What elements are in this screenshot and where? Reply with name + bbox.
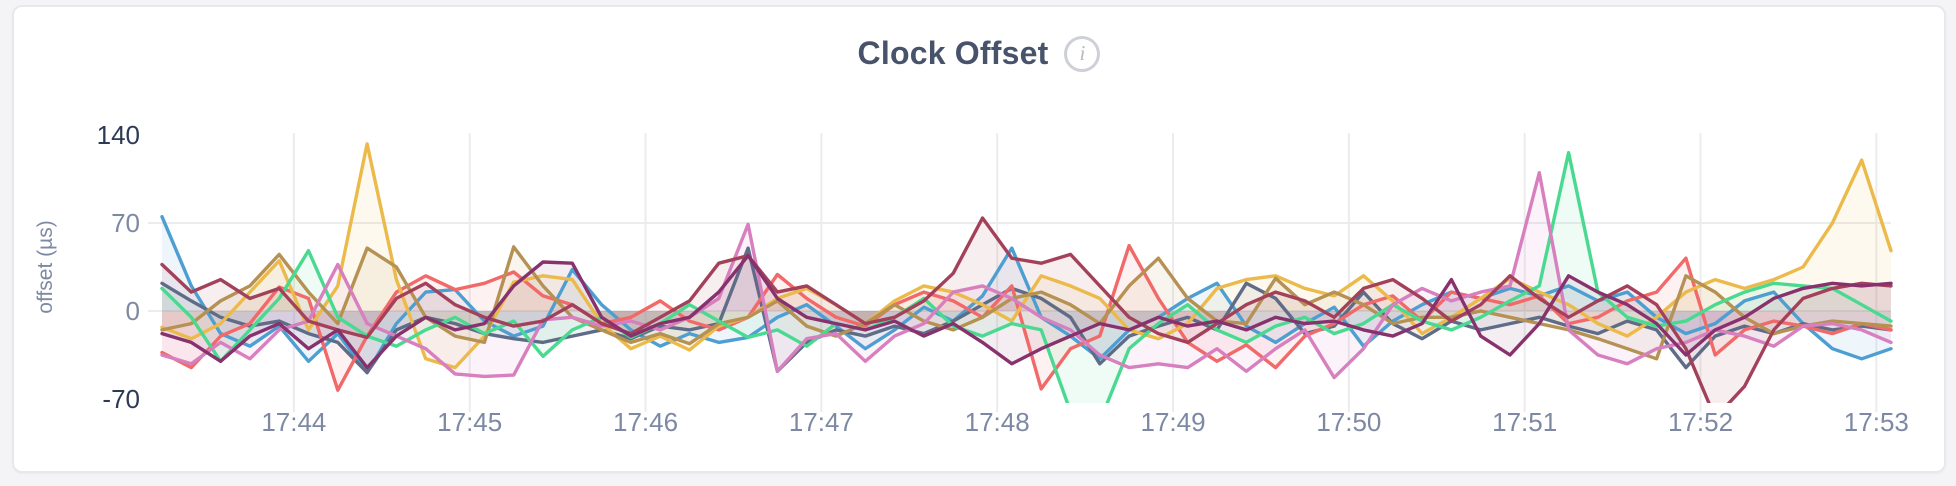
series-line-node-purple[interactable]	[160, 254, 1893, 370]
series-line-node-olive[interactable]	[160, 245, 1893, 361]
x-tick-label: 17:50	[1316, 407, 1381, 437]
chart-card: Clock Offset i	[12, 5, 1946, 473]
y-axis-title: offset (µs)	[34, 220, 57, 313]
x-tick-label: 17:44	[261, 407, 326, 437]
series-area-node-purple	[162, 255, 1891, 368]
x-tick-label: 17:45	[437, 407, 502, 437]
series-line-node-wine[interactable]	[160, 216, 1893, 418]
series-line-node-orchid[interactable]	[160, 171, 1893, 380]
x-tick-label: 17:51	[1492, 407, 1557, 437]
series-line-node-green[interactable]	[160, 150, 1893, 422]
series-lines	[160, 142, 1893, 422]
series-area-node-wine	[162, 218, 1891, 403]
series-line-node-coral[interactable]	[160, 243, 1893, 392]
x-tick-label: 17:47	[789, 407, 854, 437]
series-area-node-olive	[162, 246, 1891, 359]
chart-title: Clock Offset	[857, 35, 1049, 71]
series-area-node-coral	[162, 245, 1891, 391]
series-area-node-orchid	[162, 172, 1891, 378]
series-line-node-gold[interactable]	[160, 142, 1893, 370]
y-tick-label: 140	[97, 120, 140, 150]
series-area-node-green	[162, 152, 1891, 403]
series-line-node-slate[interactable]	[160, 246, 1893, 375]
y-tick-label: -70	[102, 384, 140, 414]
x-tick-label: 17:52	[1668, 407, 1733, 437]
info-icon[interactable]: i	[1064, 35, 1101, 72]
x-tick-label: 17:49	[1140, 407, 1205, 437]
x-tick-label: 17:53	[1844, 407, 1909, 437]
y-tick-label: 70	[111, 208, 140, 238]
y-tick-label: 0	[126, 296, 140, 326]
axes: 140 70 0 -70 17:44 17:45 17:46 17:47 17:48 17:49 1…	[34, 120, 1909, 437]
x-tick-label: 17:48	[965, 407, 1030, 437]
chart-header: Clock Offset i	[14, 35, 1944, 72]
x-tick-label: 17:46	[613, 407, 678, 437]
series-area-node-slate	[162, 248, 1891, 373]
